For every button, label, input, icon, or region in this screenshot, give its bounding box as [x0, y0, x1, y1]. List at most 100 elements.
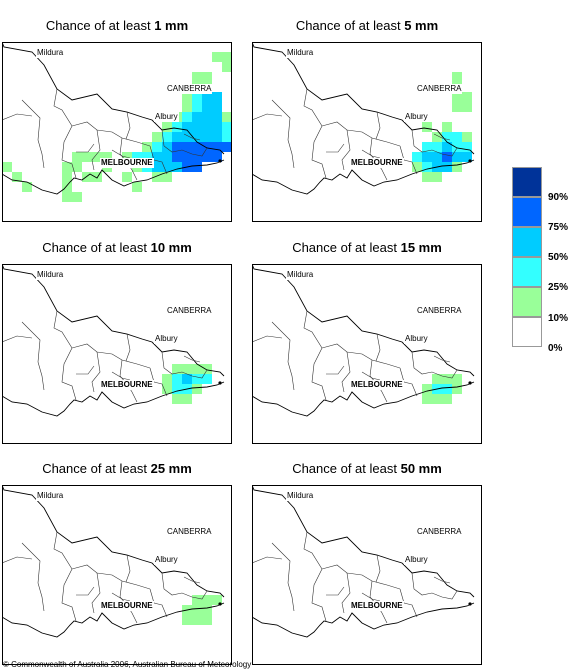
- district-boundary: [76, 586, 95, 596]
- place-label-mildura: Mildura: [36, 491, 65, 501]
- probability-cell: [422, 384, 432, 394]
- panel-title-amount: 15 mm: [400, 240, 442, 255]
- district-boundary: [125, 111, 131, 140]
- probability-cell: [172, 152, 182, 162]
- probability-cell: [192, 364, 202, 374]
- probability-cell: [442, 132, 452, 142]
- victoria-map: [252, 485, 482, 665]
- legend-label-75: 75%: [548, 222, 569, 233]
- district-boundary: [125, 333, 131, 362]
- probability-cell: [182, 615, 192, 625]
- location-dot: [468, 602, 472, 606]
- place-label-albury: Albury: [404, 112, 429, 122]
- probability-cell: [432, 152, 442, 162]
- probability-cell: [212, 102, 222, 112]
- place-label-melbourne: MELBOURNE: [100, 601, 154, 611]
- place-label-mildura: Mildura: [36, 48, 65, 58]
- probability-cell: [462, 92, 472, 102]
- probability-cell: [212, 595, 222, 605]
- probability-cell: [442, 152, 452, 162]
- place-label-mildura: Mildura: [286, 270, 315, 280]
- panel-title-amount: 10 mm: [150, 240, 192, 255]
- panel-title-prefix: Chance of at least: [45, 18, 155, 33]
- probability-cell: [422, 394, 432, 404]
- probability-cell: [452, 142, 462, 152]
- probability-cell: [62, 192, 72, 202]
- map-area: Mildura CANBERRA Albury MELBOURNE: [2, 264, 232, 444]
- probability-cell: [182, 132, 192, 142]
- district-boundary: [91, 351, 101, 393]
- district-boundary: [149, 588, 168, 618]
- probability-cell: [202, 132, 212, 142]
- district-boundary: [252, 335, 283, 343]
- legend-label-10: 10%: [548, 313, 569, 324]
- panel-title-prefix: Chance of at least: [295, 18, 405, 33]
- district-boundary: [161, 129, 208, 157]
- state-border: [2, 485, 225, 598]
- panel-title: Chance of at least 15 mm: [252, 240, 482, 256]
- district-boundary: [161, 572, 208, 600]
- district-boundary: [53, 310, 77, 401]
- probability-cell: [462, 142, 472, 152]
- panel-title-amount: 25 mm: [150, 461, 192, 476]
- probability-cell: [202, 374, 212, 384]
- map-frame: [2, 485, 232, 665]
- probability-cell: [432, 132, 442, 142]
- probability-cell: [192, 615, 202, 625]
- probability-cell: [62, 162, 72, 172]
- legend-label-0: 0%: [548, 343, 563, 354]
- probability-cell: [202, 122, 212, 132]
- victoria-map: [252, 42, 482, 222]
- probability-cell: [92, 172, 102, 182]
- district-boundary: [433, 576, 451, 584]
- probability-cell: [412, 152, 422, 162]
- district-boundary: [71, 343, 151, 369]
- place-label-albury: Albury: [404, 555, 429, 565]
- map-frame: [252, 485, 482, 665]
- legend-swatch-50: [512, 227, 542, 257]
- probability-cell: [202, 112, 212, 122]
- probability-cell: [2, 162, 12, 172]
- district-boundary: [183, 133, 201, 141]
- coastline: [2, 159, 225, 195]
- probability-cell: [62, 172, 72, 182]
- probability-cell: [172, 132, 182, 142]
- probability-cell: [62, 182, 72, 192]
- district-boundary: [21, 99, 45, 169]
- probability-cell: [452, 102, 462, 112]
- place-label-canberra: CANBERRA: [416, 306, 463, 316]
- probability-cell: [422, 152, 432, 162]
- map-frame: [2, 264, 232, 444]
- probability-cell: [182, 92, 192, 102]
- district-boundary: [303, 531, 327, 622]
- district-boundary: [303, 310, 327, 401]
- district-boundary: [53, 531, 77, 622]
- district-boundary: [271, 542, 295, 612]
- probability-cell: [172, 394, 182, 404]
- probability-cell: [202, 364, 212, 374]
- district-boundary: [375, 554, 381, 583]
- map-area: Mildura CANBERRA Albury MELBOURNE: [2, 485, 232, 665]
- district-boundary: [91, 129, 101, 171]
- district-boundary: [2, 556, 33, 564]
- district-boundary: [321, 343, 401, 369]
- probability-cell: [152, 142, 162, 152]
- panel-title: Chance of at least 5 mm: [252, 18, 482, 34]
- district-boundary: [252, 556, 283, 564]
- probability-cell: [172, 122, 182, 132]
- probability-cell: [192, 152, 202, 162]
- probability-cell: [12, 172, 22, 182]
- probability-cell: [72, 192, 82, 202]
- legend-label-25: 25%: [548, 282, 569, 293]
- district-boundary: [433, 133, 451, 141]
- district-boundary: [183, 576, 201, 584]
- district-boundary: [111, 371, 131, 381]
- state-border: [252, 485, 475, 598]
- probability-cell: [172, 142, 182, 152]
- probability-cell: [162, 162, 172, 172]
- district-boundary: [361, 592, 381, 602]
- probability-cell: [152, 162, 162, 172]
- district-boundary: [183, 355, 201, 363]
- panel-title: Chance of at least 25 mm: [2, 461, 232, 477]
- probability-cell: [202, 615, 212, 625]
